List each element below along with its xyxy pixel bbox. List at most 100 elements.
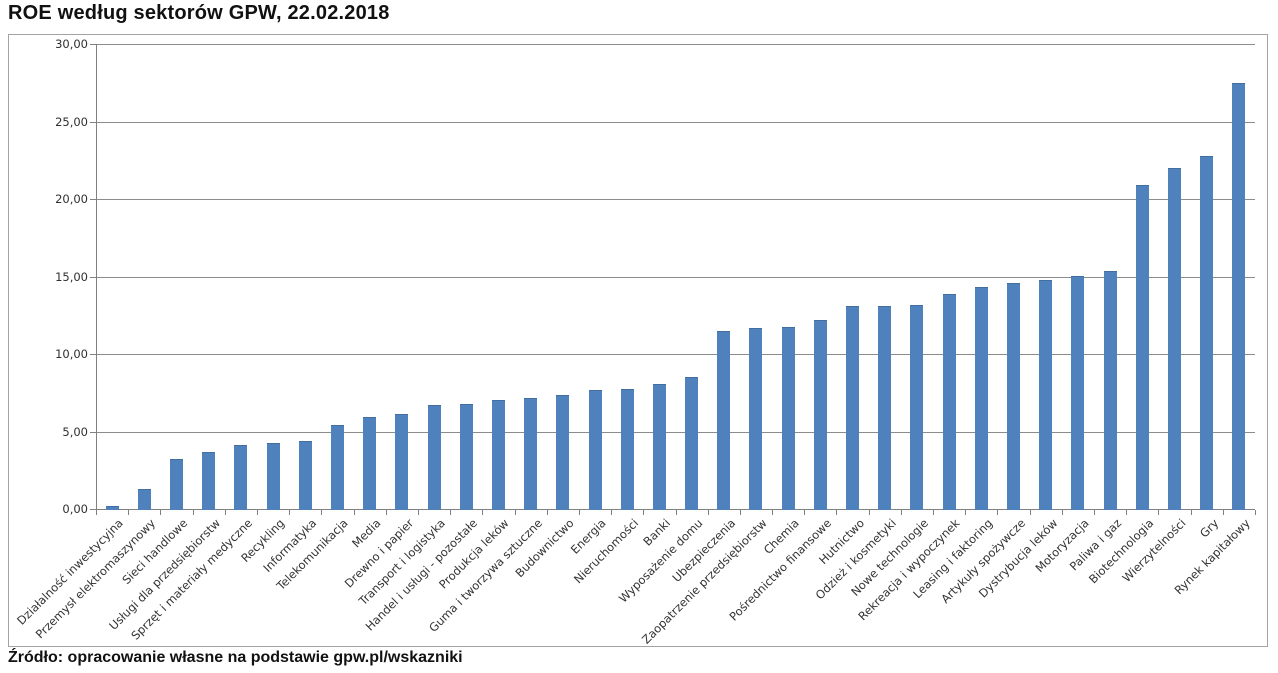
bar (331, 425, 344, 510)
x-axis-tick (1030, 510, 1031, 515)
bar (621, 389, 634, 510)
bar (395, 414, 408, 510)
x-axis-tick (1062, 510, 1063, 515)
y-axis-tick-label: 0,00 (62, 502, 88, 516)
x-axis-line (96, 509, 1255, 510)
bar (1007, 283, 1020, 510)
x-axis-tick (676, 510, 677, 515)
chart-title: ROE według sektorów GPW, 22.02.2018 (8, 2, 390, 24)
x-axis-tick (257, 510, 258, 515)
bar (1071, 276, 1084, 510)
bar (138, 489, 151, 510)
bar (106, 506, 119, 510)
bar (202, 452, 215, 510)
x-axis-tick (386, 510, 387, 515)
x-axis-tick (1126, 510, 1127, 515)
bar (1168, 168, 1181, 510)
y-axis-tick (90, 199, 96, 200)
x-axis-tick (965, 510, 966, 515)
bar (1136, 185, 1149, 510)
bar (556, 395, 569, 510)
gridline (96, 199, 1255, 200)
bar (170, 459, 183, 510)
bar (460, 404, 473, 510)
bar (943, 294, 956, 510)
bar (717, 331, 730, 510)
y-axis-line (96, 44, 97, 510)
x-axis-tick (933, 510, 934, 515)
x-axis-tick (1223, 510, 1224, 515)
x-axis-tick (450, 510, 451, 515)
source-note: Źródło: opracowanie własne na podstawie … (8, 649, 463, 666)
x-axis-tick (740, 510, 741, 515)
bar (975, 287, 988, 510)
y-axis-tick (90, 432, 96, 433)
gridline (96, 354, 1255, 355)
x-axis-tick (901, 510, 902, 515)
y-axis-tick (90, 277, 96, 278)
x-axis-tick (482, 510, 483, 515)
x-axis-tick (1094, 510, 1095, 515)
x-axis-tick (193, 510, 194, 515)
bar (363, 417, 376, 510)
y-axis-tick (90, 122, 96, 123)
gridline (96, 432, 1255, 433)
bar (267, 443, 280, 510)
bar (653, 384, 666, 510)
bar (234, 445, 247, 510)
x-axis-tick (997, 510, 998, 515)
bar (749, 328, 762, 510)
y-axis-tick (90, 44, 96, 45)
x-axis-tick (1158, 510, 1159, 515)
chart-frame (8, 34, 1268, 647)
x-axis-category-label: Gry (1196, 516, 1221, 541)
bar (1039, 280, 1052, 510)
x-axis-tick (354, 510, 355, 515)
bar (1200, 156, 1213, 510)
x-axis-tick (579, 510, 580, 515)
bar (910, 305, 923, 510)
bar (1232, 83, 1245, 510)
bar (878, 306, 891, 510)
bar (492, 400, 505, 510)
x-axis-tick (869, 510, 870, 515)
y-axis-tick-label: 15,00 (55, 270, 88, 284)
gridline (96, 44, 1255, 45)
x-axis-tick (772, 510, 773, 515)
bar (782, 327, 795, 510)
y-axis-tick-label: 30,00 (55, 37, 88, 51)
x-axis-tick (547, 510, 548, 515)
y-axis-tick-label: 25,00 (55, 115, 88, 129)
x-axis-tick (160, 510, 161, 515)
x-axis-tick (321, 510, 322, 515)
x-axis-tick (611, 510, 612, 515)
gridline (96, 277, 1255, 278)
bar (685, 377, 698, 510)
y-axis-tick (90, 509, 96, 510)
x-axis-tick (1255, 510, 1256, 515)
x-axis-tick (128, 510, 129, 515)
x-axis-tick (289, 510, 290, 515)
bar (428, 405, 441, 510)
y-axis-tick-label: 10,00 (55, 347, 88, 361)
x-axis-tick (225, 510, 226, 515)
x-axis-tick (708, 510, 709, 515)
bar (524, 398, 537, 510)
y-axis-tick-label: 5,00 (62, 425, 88, 439)
x-axis-tick (804, 510, 805, 515)
y-axis-tick (90, 354, 96, 355)
bar (1104, 271, 1117, 510)
x-axis-tick (96, 510, 97, 515)
x-axis-tick (836, 510, 837, 515)
x-axis-tick (643, 510, 644, 515)
y-axis-tick-label: 20,00 (55, 192, 88, 206)
bar (814, 320, 827, 510)
gridline (96, 122, 1255, 123)
x-axis-tick (515, 510, 516, 515)
bar (846, 306, 859, 510)
x-axis-tick (418, 510, 419, 515)
bar (299, 441, 312, 510)
x-axis-tick (1191, 510, 1192, 515)
